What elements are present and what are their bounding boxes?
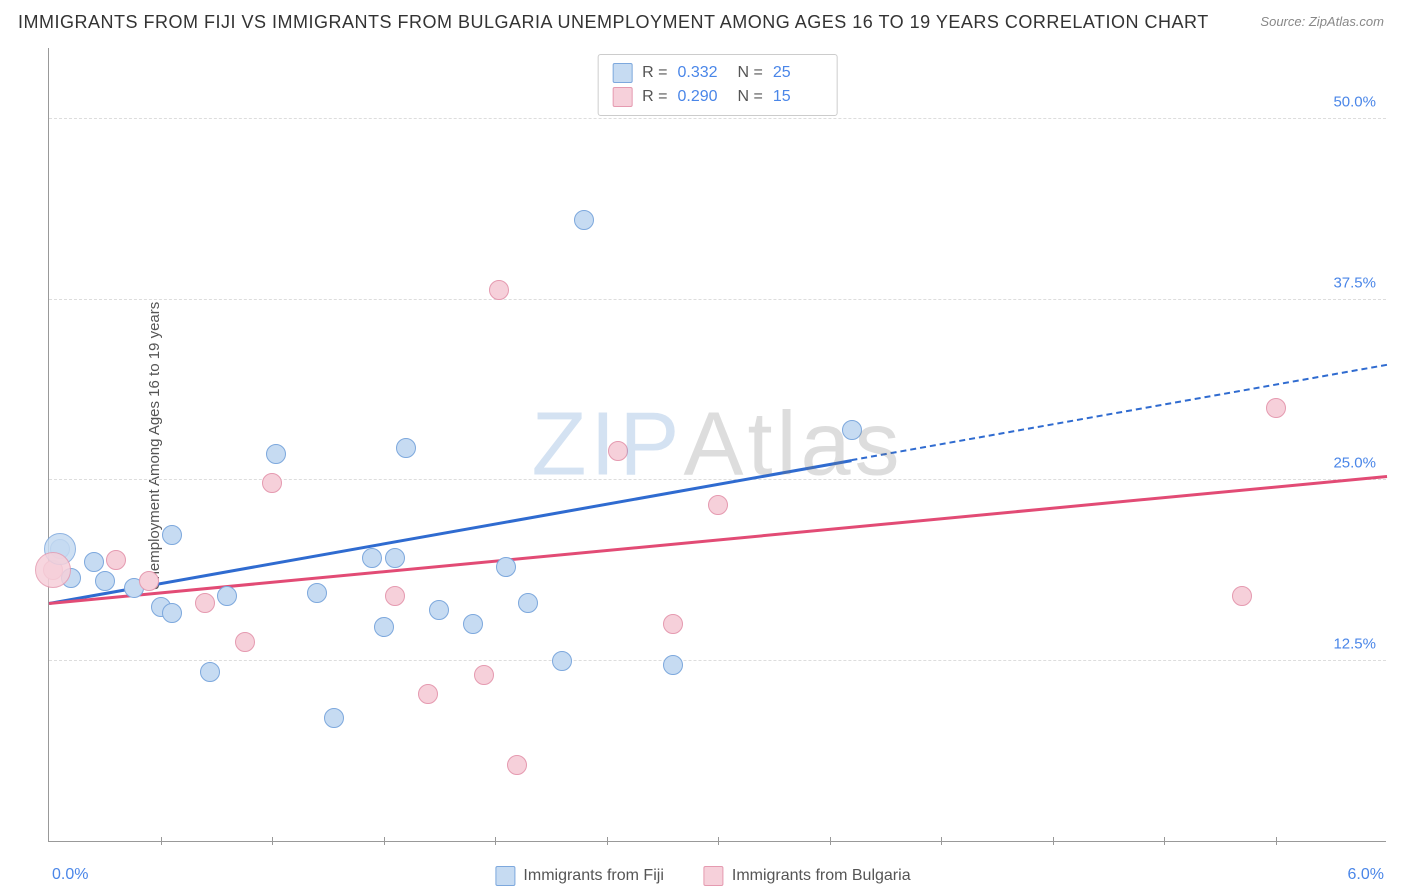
scatter-point [235, 632, 255, 652]
scatter-point [842, 420, 862, 440]
legend-n-value: 25 [773, 64, 823, 82]
scatter-point [362, 548, 382, 568]
legend-swatch [495, 866, 515, 886]
legend-series-name: Immigrants from Bulgaria [732, 867, 911, 885]
scatter-point [162, 603, 182, 623]
y-tick-label: 37.5% [1333, 274, 1376, 291]
scatter-point [139, 571, 159, 591]
trend-line [49, 365, 1387, 603]
plot-area: ZIPAtlas R = 0.332 N = 25 R = 0.290 N = 15 12.5… [48, 48, 1386, 842]
series-legend: Immigrants from Fiji Immigrants from Bulg… [495, 866, 910, 886]
x-tick [941, 837, 942, 845]
legend-item: Immigrants from Fiji [495, 866, 663, 886]
x-tick [384, 837, 385, 845]
scatter-point [608, 441, 628, 461]
scatter-point [95, 571, 115, 591]
y-tick-label: 50.0% [1333, 94, 1376, 111]
scatter-point [396, 438, 416, 458]
legend-item: Immigrants from Bulgaria [704, 866, 911, 886]
scatter-point [84, 552, 104, 572]
scatter-point [429, 600, 449, 620]
chart-title: IMMIGRANTS FROM FIJI VS IMMIGRANTS FROM … [18, 12, 1209, 33]
legend-r-label: R = [642, 88, 667, 106]
legend-r-value: 0.290 [678, 88, 728, 106]
legend-n-value: 15 [773, 88, 823, 106]
gridline [49, 118, 1386, 119]
legend-n-label: N = [738, 88, 763, 106]
x-tick [830, 837, 831, 845]
scatter-point [496, 557, 516, 577]
y-tick-label: 12.5% [1333, 635, 1376, 652]
legend-swatch [612, 87, 632, 107]
scatter-point [489, 280, 509, 300]
legend-row: R = 0.290 N = 15 [612, 85, 823, 109]
scatter-point [418, 684, 438, 704]
scatter-point [1266, 398, 1286, 418]
scatter-point [663, 655, 683, 675]
scatter-point [385, 548, 405, 568]
scatter-point [474, 665, 494, 685]
legend-row: R = 0.332 N = 25 [612, 61, 823, 85]
x-tick [1276, 837, 1277, 845]
scatter-point [217, 586, 237, 606]
source-value: ZipAtlas.com [1309, 14, 1384, 29]
x-tick [495, 837, 496, 845]
legend-series-name: Immigrants from Fiji [523, 867, 663, 885]
scatter-point [374, 617, 394, 637]
gridline [49, 299, 1386, 300]
x-axis-max-label: 6.0% [1348, 866, 1384, 884]
scatter-point [262, 473, 282, 493]
scatter-point [385, 586, 405, 606]
gridline [49, 479, 1386, 480]
x-tick [272, 837, 273, 845]
scatter-point [463, 614, 483, 634]
scatter-point [1232, 586, 1252, 606]
x-tick [1053, 837, 1054, 845]
x-tick [718, 837, 719, 845]
scatter-point [307, 583, 327, 603]
x-tick [161, 837, 162, 845]
source-label: Source: [1260, 14, 1305, 29]
scatter-point [195, 593, 215, 613]
legend-r-label: R = [642, 64, 667, 82]
scatter-point [162, 525, 182, 545]
scatter-point [324, 708, 344, 728]
scatter-point [200, 662, 220, 682]
scatter-point [663, 614, 683, 634]
scatter-point [106, 550, 126, 570]
correlation-legend: R = 0.332 N = 25 R = 0.290 N = 15 [597, 54, 838, 116]
scatter-point-large [35, 552, 71, 588]
scatter-point [518, 593, 538, 613]
scatter-point [507, 755, 527, 775]
scatter-point [552, 651, 572, 671]
gridline [49, 660, 1386, 661]
scatter-point [266, 444, 286, 464]
legend-swatch [704, 866, 724, 886]
x-axis-min-label: 0.0% [52, 866, 88, 884]
x-tick [607, 837, 608, 845]
legend-swatch [612, 63, 632, 83]
legend-n-label: N = [738, 64, 763, 82]
x-tick [1164, 837, 1165, 845]
watermark: ZIPAtlas [531, 393, 903, 496]
scatter-point [574, 210, 594, 230]
legend-r-value: 0.332 [678, 64, 728, 82]
scatter-point [708, 495, 728, 515]
source-attribution: Source: ZipAtlas.com [1260, 14, 1384, 29]
y-tick-label: 25.0% [1333, 455, 1376, 472]
